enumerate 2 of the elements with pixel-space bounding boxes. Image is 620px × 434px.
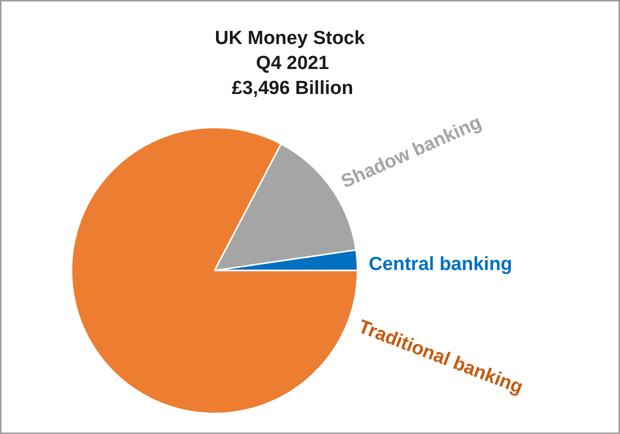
slice-label: Central banking [368, 254, 512, 275]
chart-title: UK Money Stock Q4 2021 £3,496 Billion [214, 28, 366, 99]
